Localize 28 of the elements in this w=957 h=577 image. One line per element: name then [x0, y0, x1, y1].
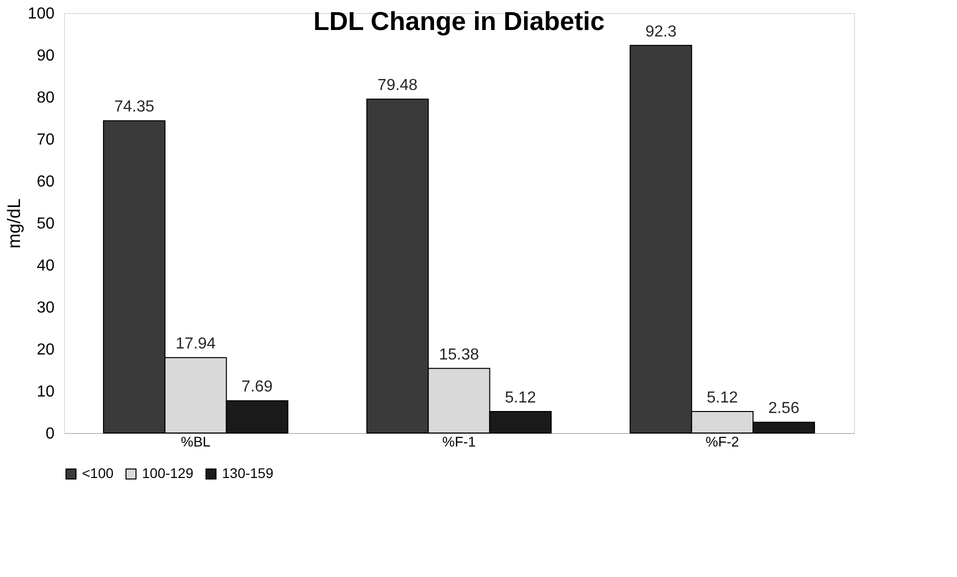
- data-label: 5.12: [504, 389, 536, 406]
- y-tick-label: 50: [36, 216, 55, 232]
- y-tick-label: 80: [36, 90, 55, 106]
- legend-label: 130-159: [222, 465, 274, 481]
- legend-label: 100-129: [142, 465, 194, 481]
- y-tick-label: 90: [36, 48, 55, 64]
- y-axis-title: mg/dL: [4, 198, 24, 249]
- data-label: 74.35: [114, 98, 154, 116]
- data-label: 79.48: [378, 77, 418, 94]
- chart-title: LDL Change in Diabetic: [313, 6, 605, 36]
- data-label: 5.12: [706, 389, 738, 406]
- y-tick-label: 30: [36, 300, 55, 316]
- y-tick-label: 40: [36, 258, 55, 274]
- data-label: 15.38: [438, 346, 480, 364]
- data-label: 17.94: [176, 336, 216, 353]
- y-tick-label: 60: [36, 174, 55, 190]
- y-tick-label: 10: [36, 384, 55, 400]
- y-tick-label: 100: [28, 6, 55, 22]
- x-tick-label: %F-1: [442, 434, 476, 450]
- data-label: 92.3: [645, 23, 677, 40]
- y-tick-label: 0: [46, 426, 55, 442]
- data-label: 7.69: [242, 378, 273, 396]
- x-tick-label: %BL: [180, 434, 211, 450]
- y-tick-label: 70: [36, 132, 55, 148]
- y-tick-label: 20: [36, 342, 55, 358]
- legend-label: <100: [82, 465, 114, 481]
- x-tick-label: %F-2: [706, 434, 740, 450]
- data-label: 2.56: [768, 400, 800, 418]
